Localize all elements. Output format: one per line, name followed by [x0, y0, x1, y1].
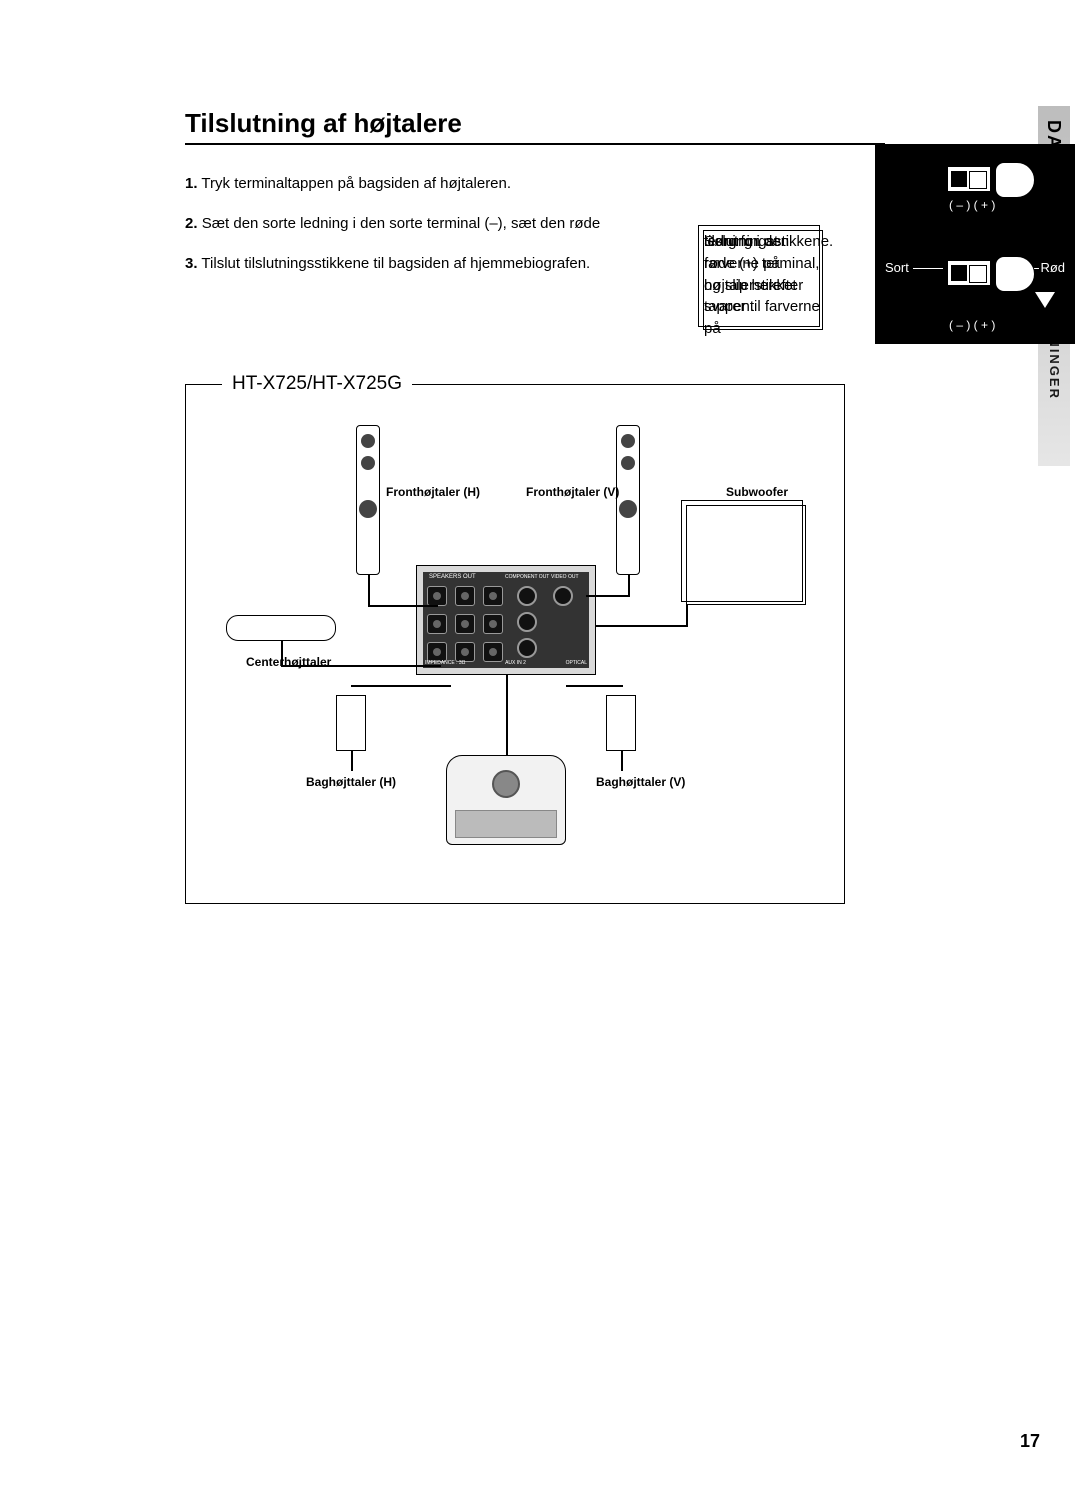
label-front-r: Fronthøjtaler (H) [386, 485, 480, 499]
wiring-diagram: HT-X725/HT-X725G Fronthøjtaler (H) Front… [185, 384, 845, 904]
wire-icon [596, 625, 688, 627]
display-panel-icon [455, 810, 557, 838]
rear-label: VIDEO OUT [551, 574, 579, 580]
step-1: 1. Tryk terminaltappen på bagsiden af hø… [185, 173, 645, 195]
label-rear-r: Baghøjttaler (H) [306, 775, 396, 789]
steps-list: 1. Tryk terminaltappen på bagsiden af hø… [185, 173, 645, 274]
wire-icon [281, 665, 441, 667]
wire-icon [628, 575, 630, 595]
step-text: Tryk terminaltappen på bagsiden af højta… [201, 175, 511, 192]
wire-icon [351, 751, 353, 771]
section-title: Tilslutning af højtalere [185, 108, 885, 145]
wire-icon [368, 605, 438, 607]
wire-icon [281, 641, 283, 665]
step-number: 1. [185, 175, 198, 192]
wire-icon [566, 685, 623, 687]
main-unit-icon [446, 755, 566, 845]
rear-label: SPEAKERS OUT [429, 574, 476, 580]
subwoofer-icon [686, 505, 806, 605]
center-speaker-icon [226, 615, 336, 641]
front-speaker-left-icon [616, 425, 640, 575]
step-text: Tilslut tilslutningsstikkene til bagside… [201, 255, 590, 272]
wire-icon [506, 675, 508, 755]
rear-speaker-right-icon [336, 695, 366, 751]
step-3: 3. Tilslut tilslutningsstikkene til bags… [185, 253, 645, 275]
terminal-block-icon [947, 260, 991, 286]
rear-label: OPTICAL [566, 660, 587, 666]
wire-icon [586, 595, 630, 597]
arrow-down-icon [1035, 292, 1055, 308]
page-content: Tilslutning af højtalere 1. Tryk termina… [185, 108, 885, 292]
label-front-l: Fronthøjtaler (V) [526, 485, 619, 499]
rear-panel-icon: SPEAKERS OUT COMPONENT OUT VIDEO OUT IMP… [416, 565, 596, 675]
step-text: Sæt den sorte ledning i den sorte termin… [202, 215, 601, 232]
label-subwoofer: Subwoofer [726, 485, 788, 499]
rear-label: COMPONENT OUT [505, 574, 549, 580]
page-number: 17 [1020, 1431, 1040, 1452]
label-rear-l: Baghøjttaler (V) [596, 775, 685, 789]
rear-label: AUX IN 2 [505, 660, 526, 666]
rear-speaker-left-icon [606, 695, 636, 751]
hand-icon [995, 256, 1035, 292]
hand-icon [995, 162, 1035, 198]
knob-icon [492, 770, 520, 798]
step-number: 3. [185, 255, 198, 272]
wire-icon [351, 685, 451, 687]
wire-icon [368, 575, 370, 605]
step-subtext-2: tilslutningsstikkene. [703, 230, 823, 330]
wire-icon [686, 605, 688, 625]
diagram-title: HT-X725/HT-X725G [222, 373, 412, 395]
terminal-illustration: ( – ) ( + ) Sort Rød ( – ) ( + ) [875, 144, 1075, 344]
front-speaker-right-icon [356, 425, 380, 575]
wire-icon [621, 751, 623, 771]
polarity-label-bottom: ( – ) ( + ) [949, 318, 995, 332]
step-2: 2. Sæt den sorte ledning i den sorte ter… [185, 213, 645, 235]
terminal-block-icon [947, 166, 991, 192]
rear-panel-inner: SPEAKERS OUT COMPONENT OUT VIDEO OUT IMP… [423, 572, 589, 668]
polarity-label-top: ( – ) ( + ) [949, 198, 995, 212]
step-number: 2. [185, 215, 198, 232]
